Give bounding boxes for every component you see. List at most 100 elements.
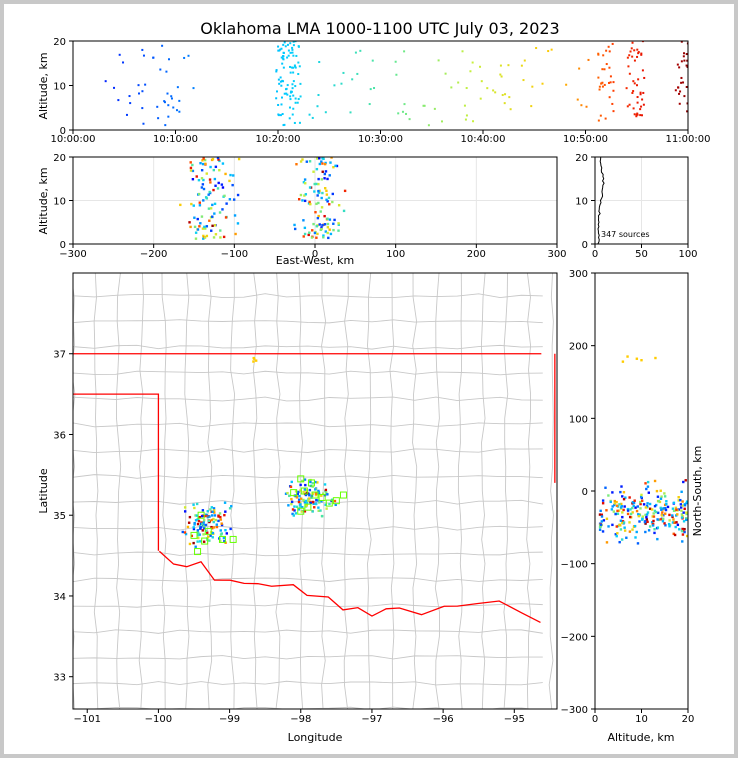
p5-source-point [679, 506, 683, 509]
p1-source-point [279, 80, 282, 83]
p4-source-point [217, 514, 220, 517]
p2-source-point [326, 217, 329, 220]
p5-source-point [663, 522, 666, 525]
p1-source-point [628, 103, 631, 106]
p5-source-point [600, 520, 604, 523]
p4-source-point [219, 539, 222, 543]
p2-source-point [332, 222, 335, 225]
p2-source-point [200, 169, 204, 172]
p4-source-point [229, 527, 232, 531]
p5-source-point [685, 501, 688, 505]
p1-source-point [297, 98, 300, 101]
p5-source-point [671, 521, 675, 524]
p2-source-point [314, 182, 318, 186]
p1-source-point [640, 52, 643, 55]
p4-source-point [230, 505, 233, 508]
p2-source-point [320, 196, 323, 200]
p2-source-point [326, 222, 330, 226]
p2-source-point [303, 226, 307, 230]
p4-source-point [291, 512, 294, 516]
p5-source-point [643, 520, 647, 524]
p2-source-point [214, 233, 218, 236]
p4-source-point [326, 493, 329, 496]
p4-source-point [290, 480, 293, 484]
p4-source-point [297, 498, 301, 501]
p5-source-point [660, 514, 664, 517]
p4-source-point [317, 492, 321, 495]
p1-source-point [138, 92, 141, 95]
p1-source-point [283, 92, 286, 95]
p1-source-point [612, 110, 615, 113]
p1-source-point [627, 65, 630, 68]
p4-source-point [206, 531, 209, 534]
p2-source-point [224, 172, 227, 176]
lma-figure: Oklahoma LMA 1000-1100 UTC July 03, 2023… [37, 19, 710, 744]
p5-source-point [674, 506, 678, 510]
p1-source-point [137, 84, 140, 87]
county-boundary [73, 551, 543, 557]
p5-source-point [680, 490, 683, 494]
lma-station-marker [190, 531, 198, 539]
p2-source-point [224, 216, 228, 219]
p4-source-point [223, 513, 226, 517]
p4-source-point [318, 501, 321, 504]
p2-source-point [202, 178, 205, 182]
p2-source-point [189, 166, 193, 170]
p2-source-point [317, 177, 320, 181]
p1-source-point [277, 45, 280, 48]
p2-source-point [315, 225, 319, 228]
p4-source-point [300, 510, 303, 513]
p4-source-point [314, 492, 318, 495]
p5-source-point [624, 496, 627, 499]
p5-source-point [651, 524, 655, 527]
p4-source-point [203, 527, 206, 530]
p1-source-point [142, 54, 145, 57]
p4-xtick-label: −97 [361, 714, 382, 725]
p2-source-point [323, 172, 327, 176]
p4-source-point [192, 527, 196, 531]
p1-source-point [605, 49, 608, 52]
p5-source-point [644, 530, 647, 534]
p1-source-point [129, 102, 132, 105]
p2-source-point [323, 162, 327, 166]
p1-source-point [450, 86, 453, 89]
p1-source-point [317, 94, 320, 97]
p4-source-point [303, 478, 307, 481]
p2-source-point [334, 164, 337, 168]
p1-source-point [636, 84, 639, 87]
p2-source-point [237, 157, 241, 161]
lma-station-marker [297, 475, 305, 483]
p4-source-point [303, 501, 307, 504]
p1-source-point [282, 43, 285, 46]
p5-source-point [634, 536, 637, 539]
p4-source-point [201, 522, 204, 526]
county-boundary [366, 273, 372, 709]
p5-source-point [681, 527, 684, 531]
p5-source-point [677, 499, 680, 502]
p5-source-point [646, 502, 649, 505]
p1-source-point [291, 48, 294, 51]
p1-source-point [633, 59, 636, 62]
p1-source-point [683, 59, 686, 62]
county-boundary [548, 273, 554, 709]
p5-source-point [616, 532, 619, 535]
p5-source-point [665, 500, 668, 503]
p5-source-point [683, 527, 686, 531]
p4-source-point [317, 489, 320, 493]
p1-source-point [683, 52, 686, 55]
p4-source-point [223, 501, 227, 504]
p2-source-point [328, 228, 331, 231]
p1-source-point [612, 89, 615, 92]
p2-source-point [307, 233, 310, 237]
p2-source-point [202, 187, 206, 191]
p2-source-point [198, 201, 201, 204]
p2-source-point [322, 234, 325, 237]
p2-source-point [313, 190, 316, 193]
p4-source-point [311, 482, 314, 485]
p5-source-point [602, 519, 606, 522]
p2-source-point [201, 159, 204, 162]
p4-source-point [193, 523, 196, 526]
p2-source-point [201, 183, 205, 186]
p4-source-point [218, 512, 222, 515]
p5-source-point [642, 503, 646, 506]
